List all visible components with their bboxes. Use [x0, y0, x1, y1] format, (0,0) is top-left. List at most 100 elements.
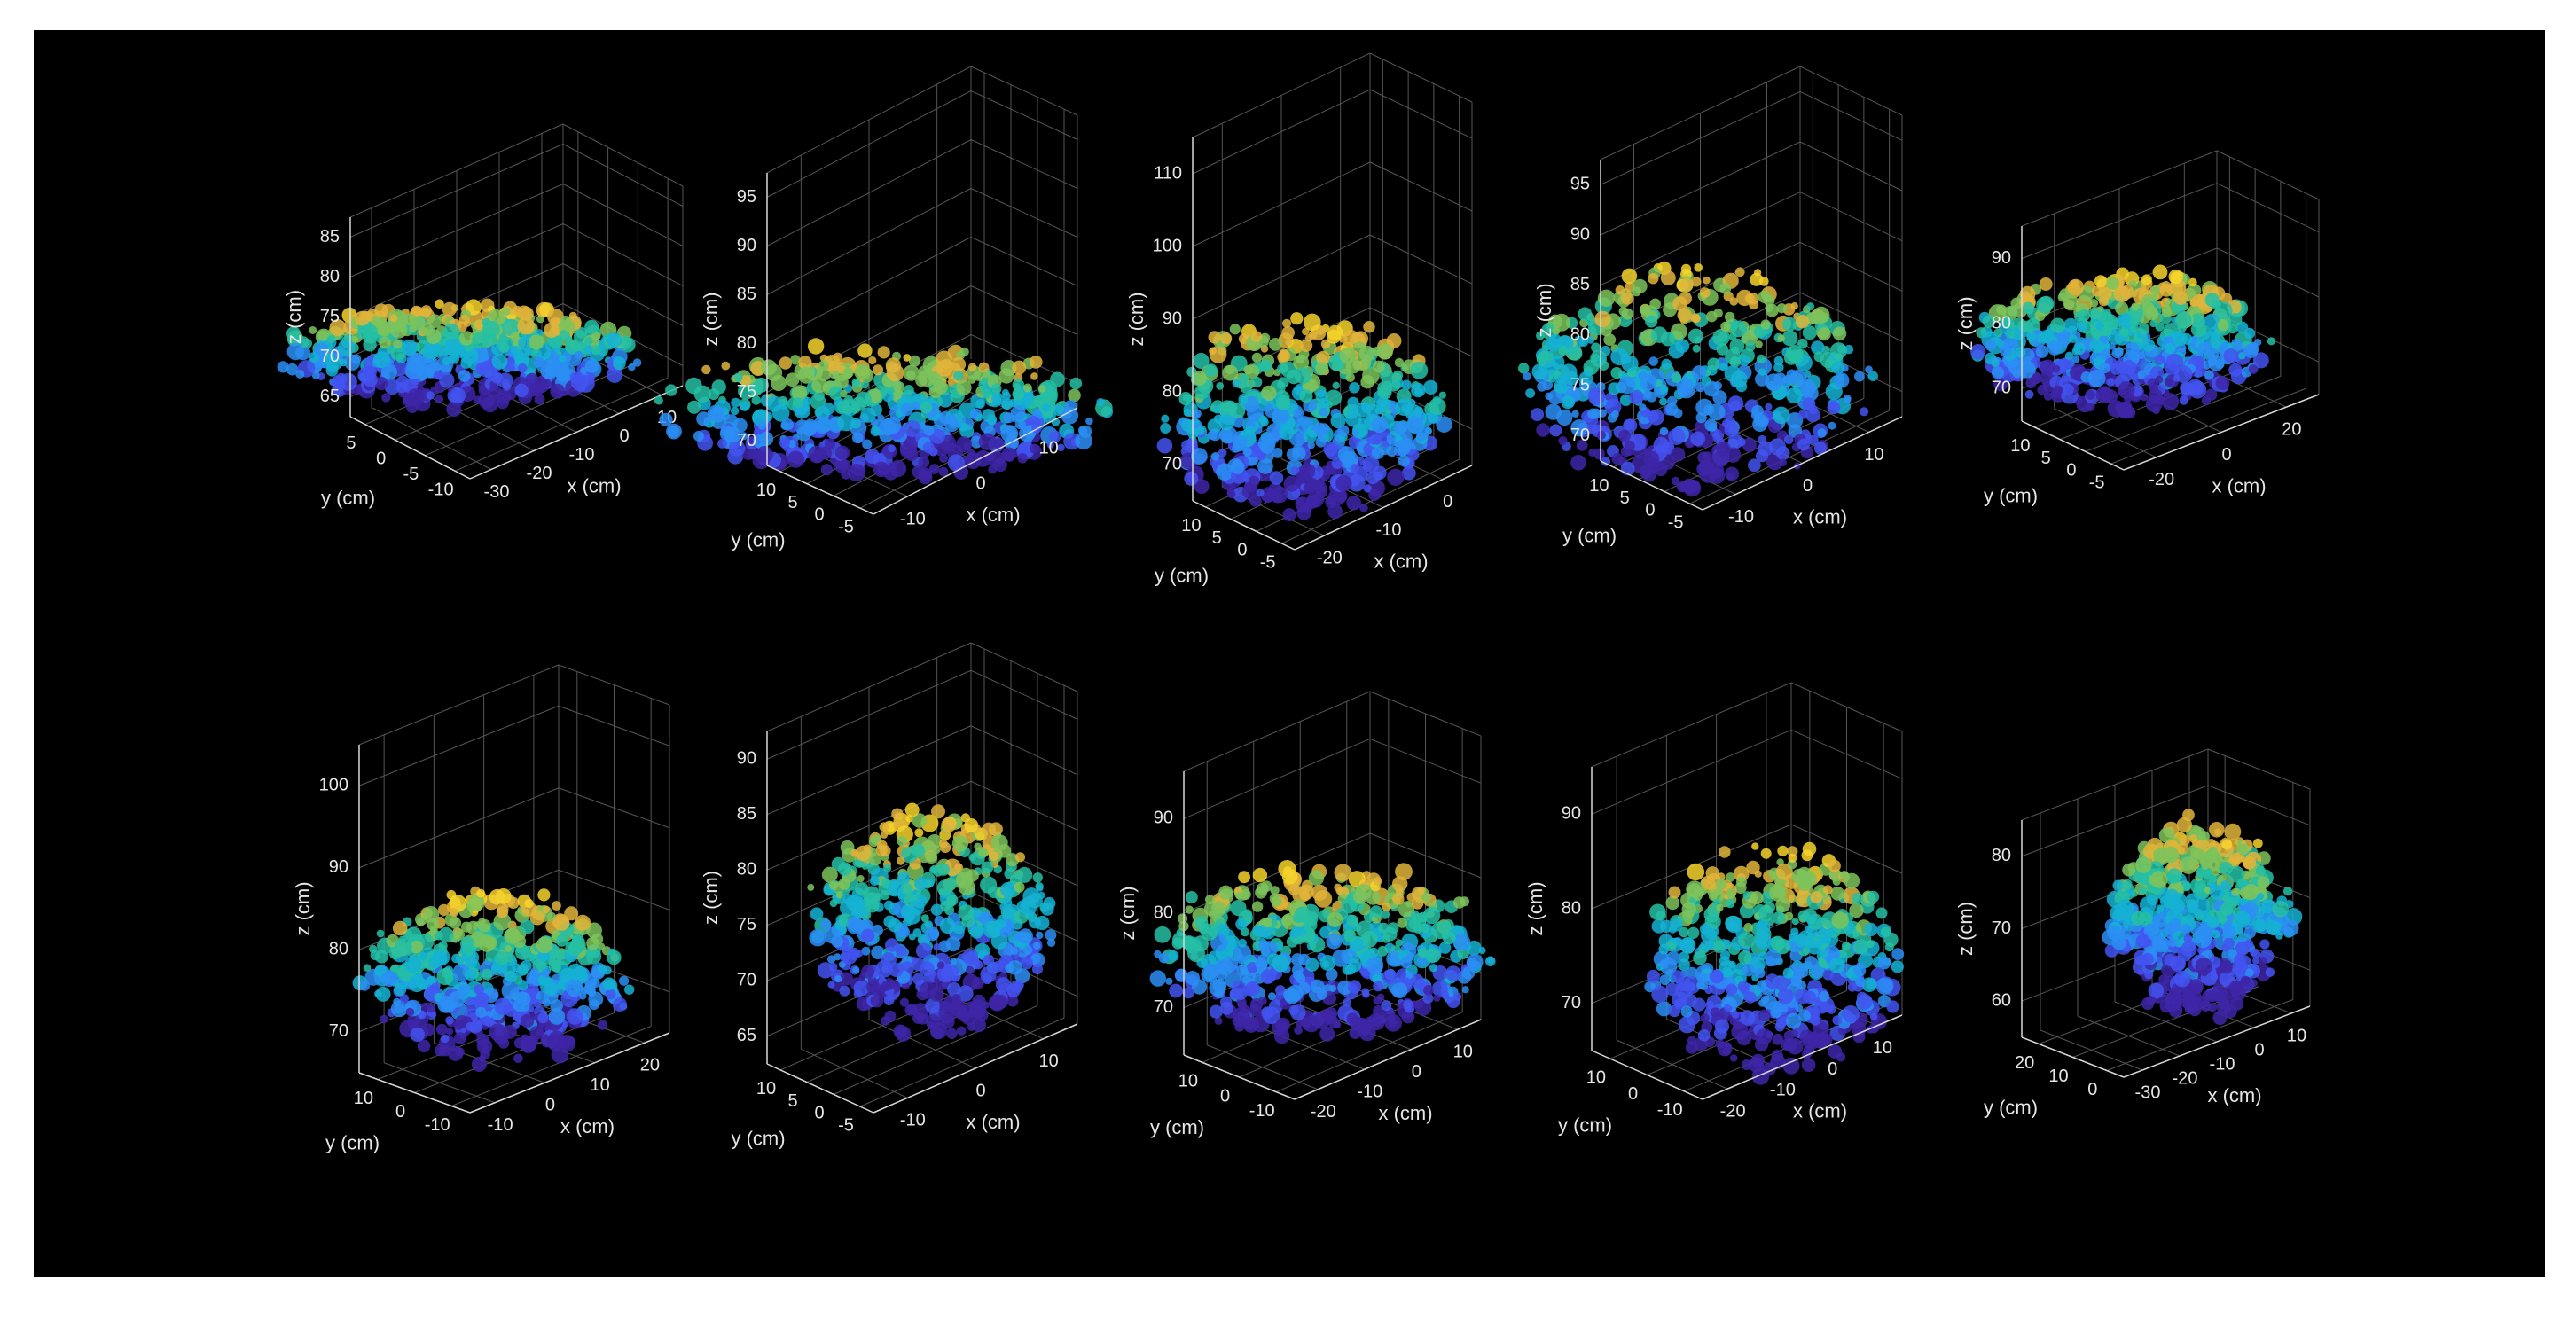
z-tick-label: 90 [1163, 309, 1182, 328]
cloud-point [1184, 471, 1199, 486]
cloud-point [903, 364, 920, 381]
cloud-point [551, 1045, 569, 1064]
cloud-point [813, 416, 831, 434]
cloud-point [860, 407, 876, 423]
cloud-point [1262, 917, 1273, 928]
cloud-point [2228, 363, 2243, 377]
x-axis-label: x (cm) [567, 474, 621, 496]
x-axis-label: x (cm) [966, 1111, 1020, 1133]
cloud-point [2138, 323, 2150, 335]
cloud-point [1452, 896, 1466, 909]
cloud-point [1720, 321, 1731, 332]
cloud-point [1646, 969, 1660, 983]
cloud-point [1251, 352, 1263, 363]
cloud-point [544, 981, 559, 996]
cloud-point [1618, 429, 1631, 442]
cloud-point [529, 334, 544, 350]
cloud-point [909, 899, 925, 916]
y-tick-label: 0 [1645, 501, 1655, 520]
cloud-point [478, 918, 491, 933]
cloud-point [1347, 980, 1362, 994]
cloud-point [1294, 1026, 1303, 1035]
cloud-point [2243, 343, 2259, 358]
cloud-point [2052, 364, 2061, 373]
cloud-point [1241, 397, 1249, 405]
cloud-point [1290, 1004, 1306, 1020]
cloud-point [862, 439, 873, 449]
cloud-point [1786, 387, 1803, 404]
cloud-point [1884, 942, 1894, 952]
cloud-point [740, 401, 750, 411]
x-tick-label: -10 [900, 1111, 926, 1130]
cloud-point [912, 401, 921, 411]
grid-line [562, 263, 684, 326]
x-tick-label: 10 [1039, 1051, 1059, 1071]
cloud-point [1375, 397, 1391, 412]
cloud-point [586, 936, 599, 950]
cloud-point [1783, 1038, 1797, 1052]
x-axis-label: x (cm) [1374, 550, 1428, 572]
cloud-point [472, 332, 489, 349]
cloud-point [730, 406, 740, 416]
grid-line [970, 725, 1078, 776]
cloud-point [1002, 898, 1013, 908]
z-tick-label: 70 [737, 971, 756, 990]
cloud-point [2181, 332, 2193, 345]
z-tick-label: 95 [1570, 175, 1590, 194]
cloud-point [879, 889, 890, 901]
cloud-point [2118, 381, 2135, 399]
grid-line [454, 377, 669, 472]
cloud-point [790, 355, 801, 365]
cloud-point [915, 942, 932, 959]
cloud-point [982, 388, 992, 399]
cloud-point [1391, 982, 1408, 999]
cloud-point [1014, 881, 1025, 893]
cloud-point [1452, 933, 1471, 951]
cloud-point [967, 363, 977, 371]
cloud-point [2063, 360, 2073, 370]
cloud-point [1690, 431, 1705, 447]
cloud-point [1755, 340, 1763, 348]
x-tick-label: 0 [619, 426, 629, 446]
y-tick-label: -5 [2089, 473, 2105, 492]
cloud-point [1549, 424, 1562, 437]
cloud-point [1311, 884, 1328, 901]
cloud-point [1712, 940, 1726, 953]
z-tick-label: 90 [1154, 809, 1173, 828]
cloud-point [1358, 345, 1375, 363]
cloud-point [1346, 495, 1361, 511]
cloud-point [1382, 902, 1391, 911]
cloud-point [1671, 447, 1686, 462]
cloud-point [1730, 320, 1747, 338]
cloud-point [1369, 905, 1382, 918]
grid-line [970, 90, 1078, 140]
cloud-point [1594, 310, 1611, 328]
cloud-point [1269, 338, 1282, 351]
cloud-point [896, 856, 905, 865]
cloud-point [1343, 929, 1357, 942]
cloud-point [2110, 363, 2122, 375]
cloud-point [2036, 296, 2054, 314]
cloud-point [1355, 1018, 1373, 1036]
cloud-point [1648, 409, 1664, 426]
cloud-point [476, 888, 486, 898]
y-tick-label: 0 [1237, 541, 1247, 560]
cloud-point [1272, 448, 1283, 458]
cloud-point [869, 876, 880, 886]
cloud-point [1193, 353, 1210, 369]
cloud-point [2188, 380, 2207, 399]
cloud-point [701, 364, 711, 375]
cloud-point [1327, 504, 1343, 520]
cloud-point [1371, 446, 1384, 459]
cloud-point [1805, 407, 1820, 423]
cloud-point [1743, 923, 1753, 933]
cloud-point [2102, 309, 2111, 317]
cloud-point [1382, 934, 1390, 943]
cloud-point [505, 971, 518, 983]
cloud-point [1754, 269, 1762, 277]
cloud-point [1267, 992, 1276, 1001]
cloud-point [1410, 361, 1429, 379]
point-cloud [277, 298, 642, 418]
y-tick-label: -10 [1249, 1101, 1275, 1121]
cloud-point [1571, 410, 1579, 418]
